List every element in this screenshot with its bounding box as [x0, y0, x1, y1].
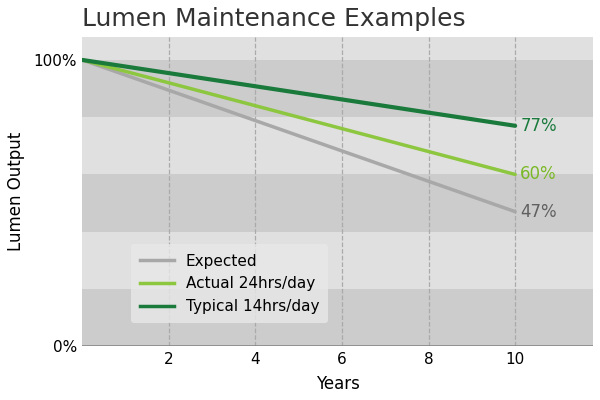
Text: 47%: 47% [520, 203, 557, 221]
Text: Lumen Maintenance Examples: Lumen Maintenance Examples [82, 7, 466, 31]
Y-axis label: Lumen Output: Lumen Output [7, 132, 25, 251]
Legend: Expected, Actual 24hrs/day, Typical 14hrs/day: Expected, Actual 24hrs/day, Typical 14hr… [131, 244, 328, 323]
Bar [82, 289, 593, 346]
X-axis label: Years: Years [316, 375, 359, 393]
Text: 77%: 77% [520, 117, 557, 135]
Text: 60%: 60% [520, 166, 557, 184]
Bar [82, 232, 593, 289]
Bar [82, 117, 593, 174]
Bar [82, 37, 593, 60]
Bar [82, 60, 593, 117]
Bar [82, 174, 593, 232]
